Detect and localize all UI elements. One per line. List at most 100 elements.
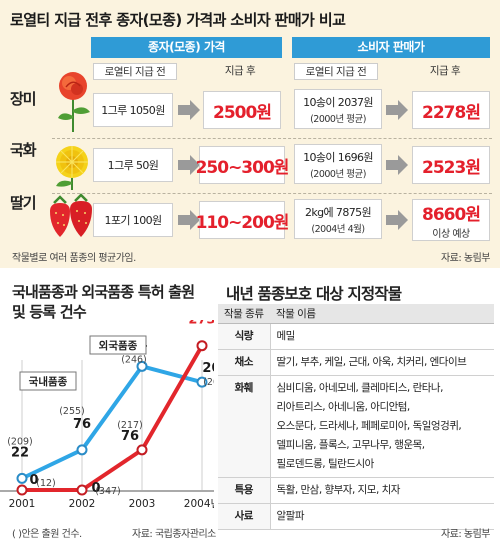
strawberry-consumer-after: 8660원 이상 예상 xyxy=(412,199,490,241)
crop-names-line: 메밀 xyxy=(276,329,296,342)
strawberry-seed-after: 110~200원 xyxy=(196,201,289,239)
crop-names-line: 리아트리스, 아네니움, 아디안텀, xyxy=(276,400,411,413)
rose-consumer-after-value: 2278원 xyxy=(422,102,481,123)
rose-consumer-before-value: 10송이 2037원 xyxy=(303,95,373,109)
table-header-row: 작물 종류 작물 이름 xyxy=(218,304,494,324)
chrysanthemum-consumer-after-value: 2523원 xyxy=(422,157,481,178)
x-tick-label: 2002 xyxy=(69,498,96,510)
strawberry-consumer-before: 2kg에 7875원 (2004년 4월) xyxy=(294,199,382,239)
protected-crops-table: 작물 종류 작물 이름 식량 메밀 채소 딸기, 부추, 케일, 근대, 아욱, 치커… xyxy=(218,304,494,530)
chrysanthemum-consumer-after: 2523원 xyxy=(412,146,490,184)
protected-crops-title: 내년 품종보호 대상 지정작물 xyxy=(226,285,402,303)
chart-note: ( )안은 출원 건수. xyxy=(12,529,82,540)
strawberry-seed-before: 1포기 100원 xyxy=(93,203,173,237)
data-point xyxy=(16,472,28,484)
row-divider xyxy=(52,138,492,139)
value-label: 22 xyxy=(11,445,29,460)
value-label: 0 xyxy=(29,473,38,488)
data-point xyxy=(196,376,208,388)
table-row: 식량 메밀 xyxy=(218,323,494,350)
table-row: 사료 알팔파 xyxy=(218,503,494,530)
crop-names-line: 알팔파 xyxy=(276,509,305,522)
series-label-box xyxy=(89,335,147,355)
strawberry-icon xyxy=(50,193,92,237)
crop-names: 심비디움, 아네모네, 클레마티스, 란타나, 리아트리스, 아네니움, 아디안텀… xyxy=(270,375,494,478)
rose-seed-before: 1그루 1050원 xyxy=(93,93,173,127)
crop-names-line: 심비디움, 아네모네, 클레마티스, 란타나, xyxy=(276,381,444,394)
chrysanthemum-consumer-before-value: 10송이 1696원 xyxy=(303,150,373,164)
rose-icon xyxy=(58,72,90,132)
rose-seed-after-value: 2500원 xyxy=(213,102,272,123)
application-label: (217) xyxy=(117,420,143,431)
col-header-crop-name: 작물 이름 xyxy=(270,304,494,324)
value-label: 204 xyxy=(202,361,214,376)
crop-names-line: 델피니움, 플록스, 고무나무, 행운목, xyxy=(276,438,426,451)
x-tick-label: 2003 xyxy=(129,498,156,510)
col-header-crop-type: 작물 종류 xyxy=(218,304,270,324)
value-label: 273 xyxy=(188,320,214,328)
table-row: 특용 독활, 만삼, 향부자, 지모, 치자 xyxy=(218,477,494,504)
price-source: 자료: 농림부 xyxy=(440,253,491,264)
arrow-right-icon xyxy=(178,155,200,175)
crop-category: 사료 xyxy=(218,503,271,530)
strawberry-consumer-after-value: 8660원 xyxy=(422,205,481,225)
data-point xyxy=(196,340,208,352)
consumer-price-header: 소비자 판매가 xyxy=(292,37,490,58)
value-label: 76 xyxy=(121,429,139,444)
seed-after-label: 지급 후 xyxy=(224,65,256,77)
arrow-right-icon xyxy=(178,100,200,120)
data-point xyxy=(136,360,148,372)
chrysanthemum-seed-before-value: 1그루 50원 xyxy=(107,159,159,172)
series-line-1 xyxy=(22,344,204,492)
series-line-0 xyxy=(21,364,203,481)
crop-names-line: 필로덴드롱, 틸란드시아 xyxy=(276,457,375,470)
chrysanthemum-seed-before: 1그루 50원 xyxy=(93,148,173,182)
application-label: (209) xyxy=(7,436,33,447)
rose-consumer-before: 10송이 2037원 (2000년 평균) xyxy=(294,89,382,129)
arrow-right-icon xyxy=(386,210,408,230)
strawberry-consumer-after-note: 이상 예상 xyxy=(432,229,470,240)
seed-before-label: 로열티 지급 전 xyxy=(93,63,177,80)
table-row: 채소 딸기, 부추, 케일, 근대, 아욱, 치커리, 엔다이브 xyxy=(218,349,494,376)
row-label-rose: 장미 xyxy=(10,90,37,108)
crop-names-line: 독활, 만삼, 향부자, 지모, 치자 xyxy=(276,483,401,496)
row-label-strawberry: 딸기 xyxy=(10,194,37,212)
rose-consumer-after: 2278원 xyxy=(412,91,490,129)
application-label: (12) xyxy=(36,478,56,489)
value-label: 76 xyxy=(73,417,91,432)
patent-line-chart: 2001200220032004년22(209)76(255)234(246)2… xyxy=(0,320,214,510)
series-label: 외국품종 xyxy=(99,340,138,352)
series-label-box xyxy=(19,371,77,391)
crop-names: 딸기, 부추, 케일, 근대, 아욱, 치커리, 엔다이브 xyxy=(270,349,494,376)
rose-seed-after: 2500원 xyxy=(203,91,281,129)
chart-title: 국내품종과 외국품종 특허 출원 및 등록 건수 xyxy=(12,283,195,321)
consumer-before-label: 로열티 지급 전 xyxy=(294,63,378,80)
arrow-right-icon xyxy=(386,100,408,120)
table-row: 화훼 심비디움, 아네모네, 클레마티스, 란타나, 리아트리스, 아네니움, 아디… xyxy=(218,375,494,478)
crop-names: 메밀 xyxy=(270,323,494,350)
crop-category: 특용 xyxy=(218,477,271,504)
strawberry-consumer-before-note: (2004년 4월) xyxy=(311,223,365,235)
x-tick-label: 2004년 xyxy=(184,498,214,510)
price-comparison-title: 로열티 지급 전후 종자(모종) 가격과 소비자 판매가 비교 xyxy=(10,11,346,29)
data-point xyxy=(76,444,88,456)
row-label-chrysanthemum: 국화 xyxy=(10,141,37,159)
arrow-right-icon xyxy=(386,155,408,175)
crop-category: 화훼 xyxy=(218,375,271,478)
value-label: 0 xyxy=(91,481,100,496)
data-point xyxy=(16,484,28,496)
chrysanthemum-seed-after: 250~300원 xyxy=(196,146,289,184)
crop-names-line: 딸기, 부추, 케일, 근대, 아욱, 치커리, 엔다이브 xyxy=(276,355,467,368)
chrysanthemum-consumer-before: 10송이 1696원 (2000년 평균) xyxy=(294,144,382,184)
seed-price-header: 종자(모종) 가격 xyxy=(91,37,282,58)
application-label: (203) xyxy=(203,377,214,388)
data-point xyxy=(136,444,148,456)
crop-names: 독활, 만삼, 향부자, 지모, 치자 xyxy=(270,477,494,504)
chrysanthemum-seed-after-value: 250~300원 xyxy=(195,157,290,178)
chrysanthemum-consumer-before-note: (2000년 평균) xyxy=(310,168,366,180)
crop-names-line: 오스문다, 드라세나, 페페로미아, 독일엉겅퀴, xyxy=(276,419,462,432)
rose-consumer-before-note: (2000년 평균) xyxy=(310,113,366,125)
row-divider xyxy=(52,193,492,194)
data-point xyxy=(76,484,88,496)
strawberry-seed-after-value: 110~200원 xyxy=(195,212,290,233)
